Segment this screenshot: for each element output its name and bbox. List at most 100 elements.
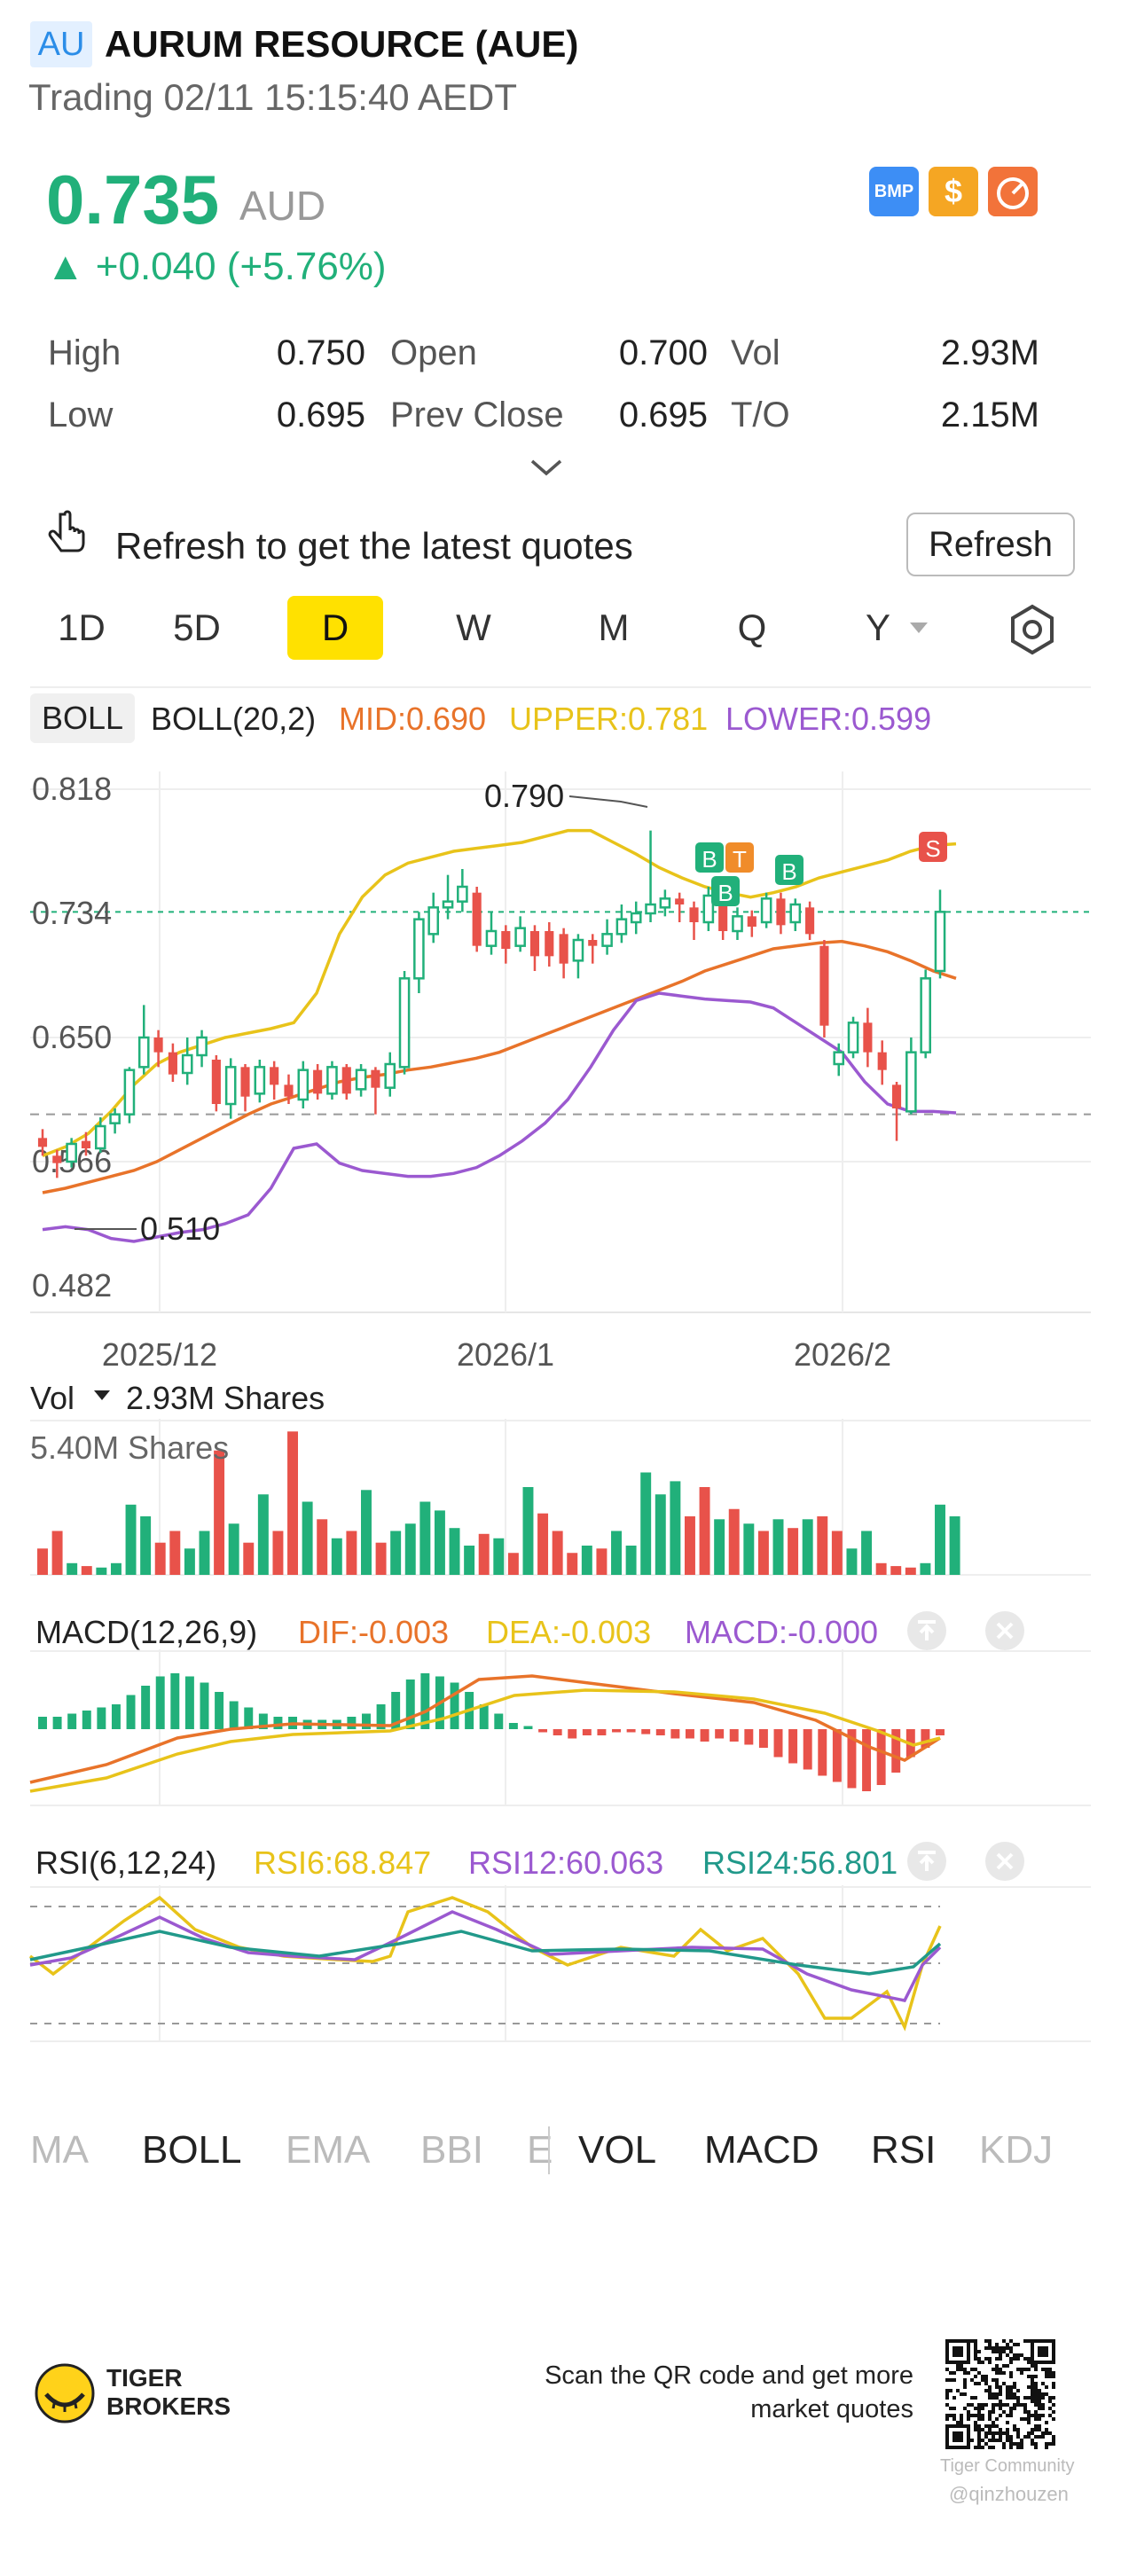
vol-indicator-label[interactable]: Vol (30, 1380, 75, 1416)
tab-1d[interactable]: 1D (58, 607, 106, 648)
qr-module (1045, 2421, 1048, 2424)
qr-module (963, 2392, 967, 2396)
qr-module (977, 2414, 981, 2417)
qr-module (1034, 2428, 1038, 2431)
watermark-user: @qinzhouzen (949, 2483, 1069, 2505)
qr-module (1031, 2382, 1034, 2385)
qr-module (970, 2339, 974, 2343)
macd-bar (97, 1707, 106, 1729)
qr-module (977, 2350, 981, 2353)
tab-vol[interactable]: VOL (578, 2128, 657, 2172)
qr-module (1038, 2424, 1041, 2428)
volume-bar (875, 1562, 887, 1575)
tab-bbi[interactable]: BBI (420, 2128, 483, 2172)
indicator-tag[interactable]: BOLL (30, 693, 135, 743)
candle-body (645, 903, 656, 915)
boll-upper-line (42, 828, 957, 1157)
volume-bar (125, 1504, 137, 1575)
refresh-message: Refresh to get the latest quotes (115, 525, 633, 567)
tab-month[interactable]: M (598, 607, 630, 648)
qr-module (974, 2343, 977, 2346)
qr-module (995, 2368, 999, 2371)
qr-module (1034, 2368, 1038, 2371)
candle-body (689, 907, 699, 922)
candle-body (371, 1069, 380, 1088)
macd-bar (479, 1704, 489, 1729)
qr-module (1020, 2439, 1023, 2442)
macd-bar (538, 1729, 548, 1733)
qr-module (992, 2424, 995, 2428)
boll-upper: UPPER:0.781 (509, 701, 709, 737)
tab-day[interactable]: D (287, 596, 383, 660)
candle-body (819, 945, 829, 1026)
qr-module (956, 2389, 960, 2392)
bmp-icon[interactable]: BMP (869, 167, 919, 216)
candle-body (153, 1037, 163, 1053)
qr-module (1006, 2403, 1009, 2407)
close-icon[interactable] (983, 1839, 1027, 1883)
qr-module (1038, 2414, 1041, 2417)
qr-module (1052, 2371, 1055, 2375)
tab-macd[interactable]: MACD (704, 2128, 819, 2172)
tab-ema[interactable]: EMA (286, 2128, 371, 2172)
settings-icon[interactable] (1006, 603, 1059, 656)
macd-bar (641, 1729, 651, 1734)
qr-module (1009, 2446, 1013, 2449)
tab-year[interactable]: Y (865, 607, 890, 648)
tab-rsi[interactable]: RSI (871, 2128, 937, 2172)
macd-bar (170, 1673, 180, 1729)
pin-top-icon[interactable] (905, 1839, 949, 1883)
macd-bar (391, 1692, 401, 1729)
volume-bar (861, 1531, 873, 1575)
tab-ma[interactable]: MA (30, 2128, 89, 2172)
qr-module (1009, 2439, 1013, 2442)
candlestick-chart[interactable]: 0.8180.7340.6500.5660.4822025/122026/120… (0, 745, 1121, 1366)
trading-status: Trading 02/11 15:15:40 AEDT (28, 76, 518, 118)
chevron-down-icon[interactable] (529, 456, 564, 479)
tab-kdj[interactable]: KDJ (979, 2128, 1054, 2172)
qr-module (1031, 2389, 1034, 2392)
candle-body (905, 1051, 917, 1113)
qr-module (1006, 2385, 1009, 2389)
volume-bar (228, 1523, 239, 1575)
qr-module (974, 2396, 977, 2400)
qr-module (981, 2361, 984, 2364)
close-icon[interactable] (983, 1609, 1027, 1653)
qr-module (970, 2414, 974, 2417)
tab-week[interactable]: W (456, 607, 491, 648)
macd-bar (405, 1679, 415, 1729)
caret-down-icon[interactable] (92, 1389, 112, 1403)
macd-bar (553, 1729, 562, 1735)
signal-icon[interactable] (988, 167, 1038, 216)
macd-bar (450, 1682, 459, 1729)
tab-5d[interactable]: 5D (173, 607, 221, 648)
tab-boll[interactable]: BOLL (142, 2128, 242, 2172)
qr-module (1023, 2417, 1027, 2421)
caret-down-icon[interactable] (908, 621, 929, 637)
tab-quarter[interactable]: Q (737, 607, 767, 648)
qr-module (1027, 2421, 1031, 2424)
qr-module (1009, 2375, 1013, 2378)
brand-line-2: BROKERS (106, 2392, 231, 2420)
qr-module (992, 2446, 995, 2449)
qr-module (995, 2385, 999, 2389)
qr-module (1016, 2353, 1020, 2357)
qr-module (988, 2392, 992, 2396)
qr-module (1002, 2371, 1006, 2375)
candle-body (123, 1069, 136, 1116)
pin-top-icon[interactable] (905, 1609, 949, 1653)
qr-module (1023, 2339, 1027, 2343)
dollar-icon[interactable]: $ (929, 167, 978, 216)
qr-module (1031, 2439, 1034, 2442)
qr-module (945, 2389, 949, 2392)
qr-module (995, 2424, 999, 2428)
qr-module (974, 2375, 977, 2378)
qr-module (1006, 2431, 1009, 2435)
qr-module (1016, 2400, 1020, 2403)
candle-body (313, 1069, 323, 1094)
refresh-button[interactable]: Refresh (906, 513, 1075, 576)
qr-module (1052, 2442, 1055, 2446)
qr-module (1006, 2389, 1009, 2392)
qr-module (1048, 2375, 1052, 2378)
candle-body (355, 1069, 367, 1091)
